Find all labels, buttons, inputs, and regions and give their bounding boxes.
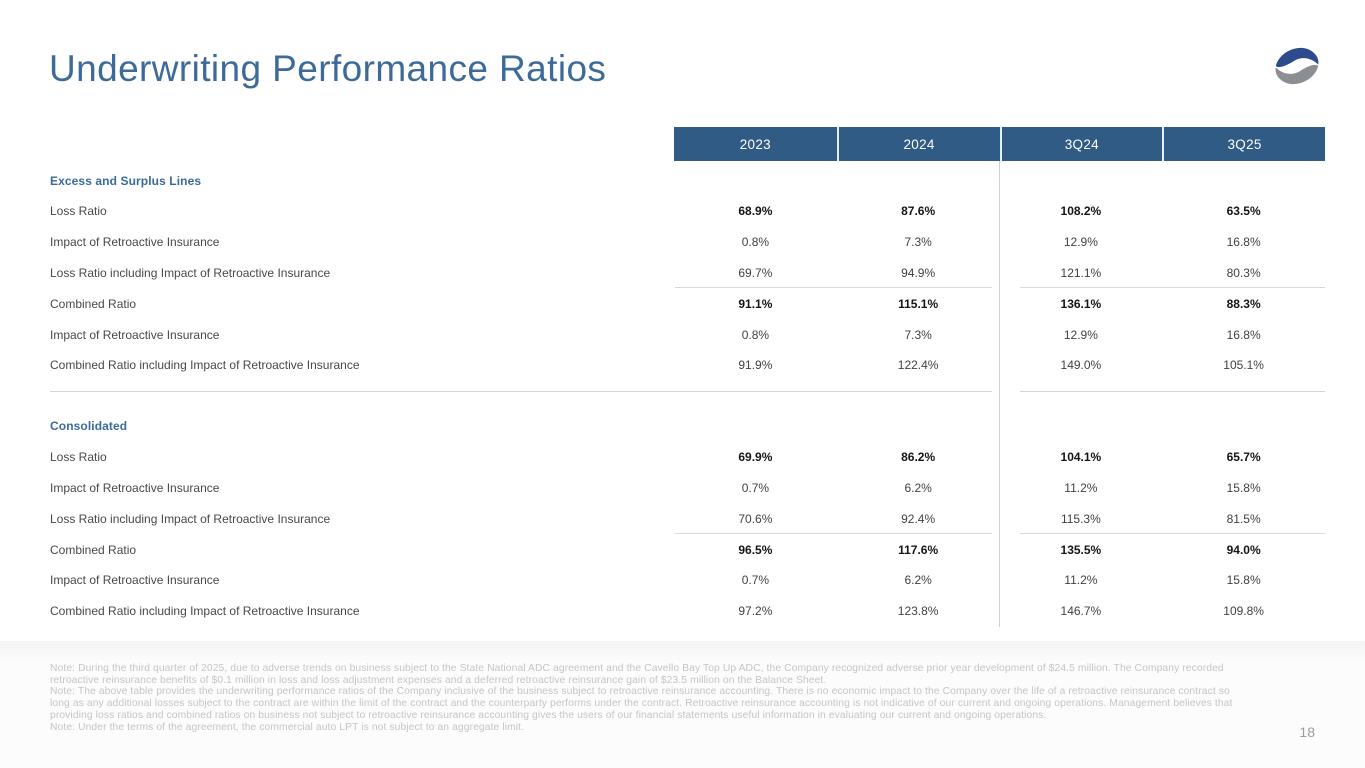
table-row: Loss Ratio 68.9% 87.6% 108.2% 63.5%	[50, 196, 1325, 227]
cell-value: 80.3%	[1226, 265, 1261, 280]
cell-value: 97.2%	[738, 604, 773, 619]
cell-value: 96.5%	[738, 542, 773, 557]
row-label: Loss Ratio	[50, 204, 107, 219]
cell-value: 121.1%	[1060, 265, 1102, 280]
cell-value: 0.8%	[741, 235, 770, 250]
row-label: Impact of Retroactive Insurance	[50, 235, 220, 250]
cell-value: 115.1%	[898, 296, 939, 311]
row-label: Loss Ratio including Impact of Retroacti…	[50, 265, 331, 280]
cell-value: 81.5%	[1226, 511, 1261, 526]
cell-value: 11.2%	[1064, 480, 1098, 495]
table-row: Combined Ratio including Impact of Retro…	[50, 596, 1325, 627]
footnotes: Note: During the third quarter of 2025, …	[50, 663, 1242, 733]
row-label: Impact of Retroactive Insurance	[50, 573, 220, 588]
cell-value: 149.0%	[1060, 358, 1102, 373]
cell-value: 0.8%	[741, 327, 770, 342]
cell-value: 6.2%	[904, 573, 932, 588]
cell-value: 16.8%	[1226, 235, 1261, 250]
table-row: Combined Ratio 91.1% 115.1% 136.1% 88.3%	[50, 288, 1325, 319]
row-label: Impact of Retroactive Insurance	[50, 480, 220, 495]
row-label: Combined Ratio	[50, 542, 137, 557]
cell-value: 7.3%	[904, 235, 932, 250]
page-number: 18	[1299, 724, 1315, 740]
table-body: Excess and Surplus Lines Loss Ratio 68.9% 8…	[50, 165, 1325, 627]
cell-value: 69.9%	[738, 450, 773, 465]
footer-band	[0, 641, 1365, 768]
cell-value: 12.9%	[1063, 235, 1098, 250]
section-separator-rule	[50, 380, 1325, 392]
cell-value: 6.2%	[904, 480, 932, 495]
cell-value: 109.8%	[1223, 604, 1264, 619]
cell-value: 15.8%	[1226, 573, 1261, 588]
cell-value: 115.3%	[1060, 511, 1101, 526]
company-logo-icon	[1275, 47, 1319, 85]
cell-value: 135.5%	[1060, 542, 1102, 557]
table-header-row: 2023 2024 3Q24 3Q25	[50, 127, 1325, 161]
cell-value: 92.4%	[901, 511, 936, 526]
cell-value: 63.5%	[1226, 204, 1261, 219]
cell-value: 104.1%	[1060, 450, 1102, 465]
cell-value: 12.9%	[1063, 327, 1098, 342]
cell-value: 108.2%	[1060, 204, 1102, 219]
table-row: Impact of Retroactive Insurance 0.8% 7.3% 1…	[50, 227, 1325, 258]
cell-value: 123.8%	[897, 604, 939, 619]
column-header: 3Q25	[1162, 127, 1325, 161]
ratios-table: 2023 2024 3Q24 3Q25 Excess and Surplus Line…	[50, 127, 1325, 628]
footnote: Note: The above table provides the under…	[50, 686, 1233, 721]
cell-value: 69.7%	[738, 265, 773, 280]
footnote: Note: Under the terms of the agreement, …	[50, 721, 525, 733]
cell-value: 94.9%	[901, 265, 936, 280]
cell-value: 65.7%	[1226, 450, 1261, 465]
row-label: Loss Ratio	[50, 450, 107, 465]
column-header: 2023	[674, 127, 837, 161]
footnote: Note: During the third quarter of 2025, …	[50, 663, 1224, 686]
row-label: Combined Ratio	[50, 296, 137, 311]
table-row: Impact of Retroactive Insurance 0.7% 6.2% 1…	[50, 473, 1325, 504]
column-header: 3Q24	[999, 127, 1163, 161]
section-title-label: Consolidated	[50, 419, 128, 434]
page-title: Underwriting Performance Ratios	[49, 48, 607, 89]
table-row: Loss Ratio including Impact of Retroacti…	[50, 257, 1325, 289]
cell-value: 15.8%	[1226, 480, 1261, 495]
cell-value: 146.7%	[1060, 604, 1102, 619]
cell-value: 88.3%	[1226, 296, 1261, 311]
section-title-label: Excess and Surplus Lines	[50, 173, 202, 188]
section-title-row: Consolidated	[50, 411, 1325, 442]
spacer	[50, 392, 1325, 411]
header-spacer-cell	[50, 127, 674, 161]
cell-value: 122.4%	[897, 358, 939, 373]
cell-value: 91.1%	[738, 296, 773, 311]
row-label: Loss Ratio including Impact of Retroacti…	[50, 511, 331, 526]
table-row: Impact of Retroactive Insurance 0.8% 7.3% 1…	[50, 319, 1325, 350]
row-label: Combined Ratio including Impact of Retro…	[50, 358, 360, 373]
table-row: Combined Ratio 96.5% 117.6% 135.5% 94.0%	[50, 534, 1325, 565]
cell-value: 16.8%	[1226, 327, 1261, 342]
cell-value: 91.9%	[738, 358, 773, 373]
row-label: Impact of Retroactive Insurance	[50, 327, 220, 342]
table-row: Loss Ratio 69.9% 86.2% 104.1% 65.7%	[50, 442, 1325, 473]
table-row: Impact of Retroactive Insurance 0.7% 6.2% 1…	[50, 565, 1325, 596]
table-row: Combined Ratio including Impact of Retro…	[50, 350, 1325, 381]
cell-value: 94.0%	[1226, 542, 1261, 557]
table-row: Loss Ratio including Impact of Retroacti…	[50, 503, 1325, 535]
section-title-row: Excess and Surplus Lines	[50, 165, 1325, 196]
cell-value: 0.7%	[741, 480, 770, 495]
cell-value: 0.7%	[741, 573, 770, 588]
cell-value: 86.2%	[901, 450, 936, 465]
year-quarter-divider	[999, 127, 1000, 627]
cell-value: 11.2%	[1064, 573, 1098, 588]
cell-value: 87.6%	[901, 204, 936, 219]
cell-value: 70.6%	[738, 511, 773, 526]
column-header: 2024	[836, 127, 1000, 161]
cell-value: 68.9%	[738, 204, 773, 219]
row-label: Combined Ratio including Impact of Retro…	[50, 604, 360, 619]
cell-value: 7.3%	[904, 327, 932, 342]
cell-value: 105.1%	[1223, 358, 1264, 373]
cell-value: 117.6%	[898, 542, 939, 557]
cell-value: 136.1%	[1060, 296, 1102, 311]
